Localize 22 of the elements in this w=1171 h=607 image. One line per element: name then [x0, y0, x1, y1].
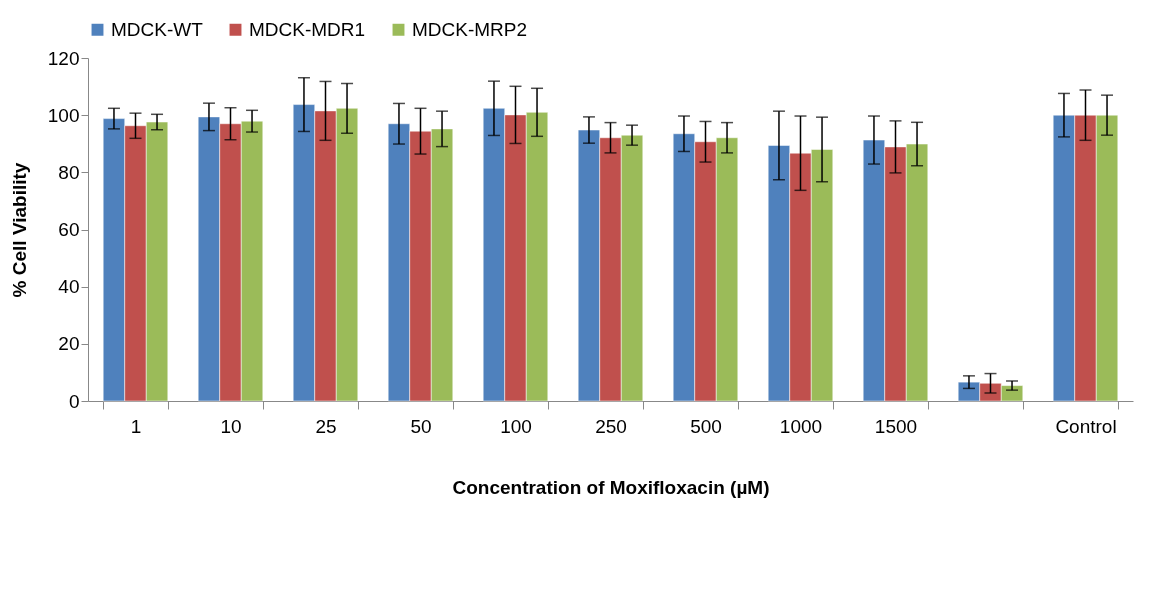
- x-tick-label: 1000: [779, 415, 823, 437]
- x-tick-label: 500: [690, 415, 722, 437]
- x-tick-label: 1: [130, 415, 142, 437]
- x-tick-label: 1500: [874, 415, 918, 437]
- y-tick-label: 20: [58, 333, 80, 355]
- x-axis-title: Concentration of Moxifloxacin (µM): [452, 476, 770, 498]
- x-tick-label: 100: [500, 415, 532, 437]
- y-tick-label: 0: [68, 390, 80, 412]
- legend-label: MDCK-MDR1: [249, 18, 366, 40]
- x-tick-label: 10: [220, 415, 242, 437]
- y-axis-title: % Cell Viability: [8, 162, 30, 298]
- legend-label: MDCK-MRP2: [412, 18, 528, 40]
- y-tick-label: 40: [58, 276, 80, 298]
- x-tick-label: Control: [1055, 415, 1117, 437]
- y-tick-label: 100: [47, 104, 80, 126]
- y-tick-label: 120: [47, 47, 80, 69]
- y-tick-label: 60: [58, 219, 80, 240]
- legend-label: MDCK-WT: [111, 18, 204, 40]
- x-tick-label: 25: [315, 415, 337, 437]
- x-tick-label: 250: [595, 415, 627, 437]
- y-tick-label: 80: [58, 161, 80, 183]
- x-tick-label: 50: [410, 415, 432, 437]
